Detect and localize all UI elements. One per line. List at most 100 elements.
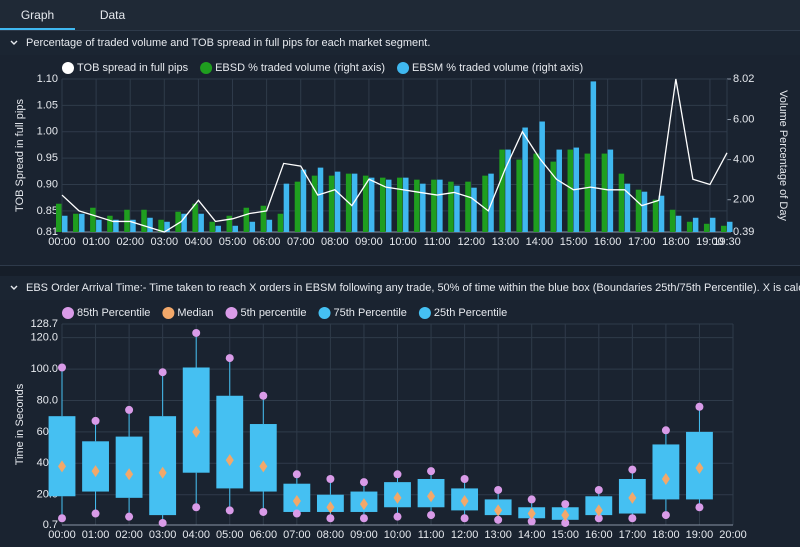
x-tick-label: 11:00	[418, 529, 445, 541]
percentile-dot	[91, 416, 100, 425]
tab[interactable]: Graph	[0, 0, 75, 30]
percentile-dot	[58, 514, 66, 523]
percentile-dot	[695, 402, 704, 411]
y-tick-label: 1.05	[37, 99, 58, 111]
x-tick-label: 01:00	[82, 529, 110, 541]
x-tick-label: 07:00	[283, 529, 311, 541]
bar	[692, 217, 699, 232]
percentile-dot	[192, 328, 201, 337]
y-tick-label: 0.95	[37, 152, 58, 164]
median-marker	[527, 507, 536, 520]
bar	[311, 175, 318, 232]
bar	[113, 219, 119, 232]
chevron	[10, 285, 18, 290]
x-tick-label: 01:00	[82, 236, 110, 248]
section-header[interactable]: Percentage of traded volume and TOB spre…	[0, 31, 800, 55]
y-tick-label: 80.0	[37, 394, 58, 406]
chart: 1.10 1.05 1.00 0.95 0.90 0.85 0.81 8.02 6.00 4.00…	[0, 55, 800, 265]
legend-swatch	[397, 62, 410, 74]
y-axis-title: TOB Spread in full pips	[14, 99, 26, 212]
tab[interactable]: Data	[99, 8, 126, 22]
bar	[209, 221, 215, 232]
percentile-dot	[628, 514, 637, 523]
median-marker	[326, 501, 335, 514]
percentile-dot	[192, 503, 201, 512]
bar	[397, 177, 403, 232]
y-tick-label: 0.85	[37, 205, 58, 217]
divider	[0, 265, 800, 276]
legend-label: 85th Percentile	[77, 307, 150, 319]
percentile-dot	[427, 467, 436, 476]
percentile-dot	[628, 465, 637, 474]
bar	[198, 213, 204, 232]
median-marker	[661, 472, 670, 485]
legend-swatch	[318, 307, 331, 319]
legend-swatch	[62, 307, 74, 319]
x-tick-label: 12:00	[451, 529, 479, 541]
x-tick-label: 03:00	[151, 236, 179, 248]
legend-swatch	[162, 307, 175, 319]
percentile-dot	[494, 485, 503, 494]
percentile-dot	[125, 405, 134, 414]
y2-tick-label: 2.00	[733, 194, 754, 206]
x-tick-label: 09:00	[355, 236, 383, 248]
y2-tick-label: 8.02	[733, 73, 754, 85]
bar	[522, 127, 528, 232]
median-marker	[58, 460, 66, 473]
x-tick-label: 05:00	[219, 236, 247, 248]
percentile-dot	[460, 474, 469, 483]
bar	[130, 219, 136, 232]
bar	[277, 213, 284, 232]
bar	[334, 171, 341, 232]
x-tick-label: 19:00	[696, 236, 724, 248]
median-marker	[561, 509, 570, 522]
legend-swatch	[62, 62, 74, 74]
bar	[420, 183, 426, 232]
bar	[635, 189, 642, 232]
bar	[556, 149, 562, 232]
y2-tick-label: 0.39	[733, 226, 754, 238]
percentile-dot	[259, 391, 268, 400]
y2-axis-title: Volume Percentage of Day	[777, 90, 789, 221]
bar	[368, 177, 375, 232]
median-marker	[192, 425, 201, 438]
bar	[727, 221, 733, 232]
bar	[79, 213, 85, 232]
y-tick-label: 1.10	[37, 73, 58, 85]
bar	[652, 199, 659, 232]
x-tick-label: 15:00	[551, 529, 579, 541]
bar	[96, 219, 102, 232]
percentile-dot	[359, 478, 368, 487]
median-marker	[393, 491, 402, 504]
box	[149, 416, 177, 516]
percentile-dot	[158, 518, 167, 527]
legend-swatch	[418, 307, 431, 319]
bar	[107, 215, 113, 232]
bar	[260, 205, 267, 232]
percentile-dot	[292, 470, 301, 479]
bar	[232, 225, 239, 232]
bar	[362, 175, 369, 232]
bar	[56, 203, 62, 232]
x-tick-label: 00:00	[48, 529, 76, 541]
x-tick-label: 11:00	[424, 236, 451, 248]
median-marker	[91, 465, 100, 478]
section-title: EBS Order Arrival Time:- Time taken to r…	[26, 282, 800, 294]
bar	[158, 219, 164, 232]
bar	[317, 167, 324, 232]
percentile-dot	[494, 515, 503, 524]
percentile-dot	[561, 500, 570, 509]
median-marker	[292, 494, 301, 507]
percentile-dot	[460, 514, 469, 523]
bar	[669, 209, 676, 232]
bar	[471, 187, 477, 232]
median-marker	[594, 504, 603, 517]
section-header[interactable]: EBS Order Arrival Time:- Time taken to r…	[0, 276, 800, 300]
x-tick-label: 08:00	[317, 529, 345, 541]
bar	[590, 81, 597, 233]
percentile-dot	[427, 511, 436, 520]
y-tick-label: 0.81	[37, 226, 58, 238]
bar	[601, 153, 608, 232]
x-tick-label: 02:00	[115, 529, 143, 541]
y-tick-label: 1.00	[37, 126, 58, 138]
